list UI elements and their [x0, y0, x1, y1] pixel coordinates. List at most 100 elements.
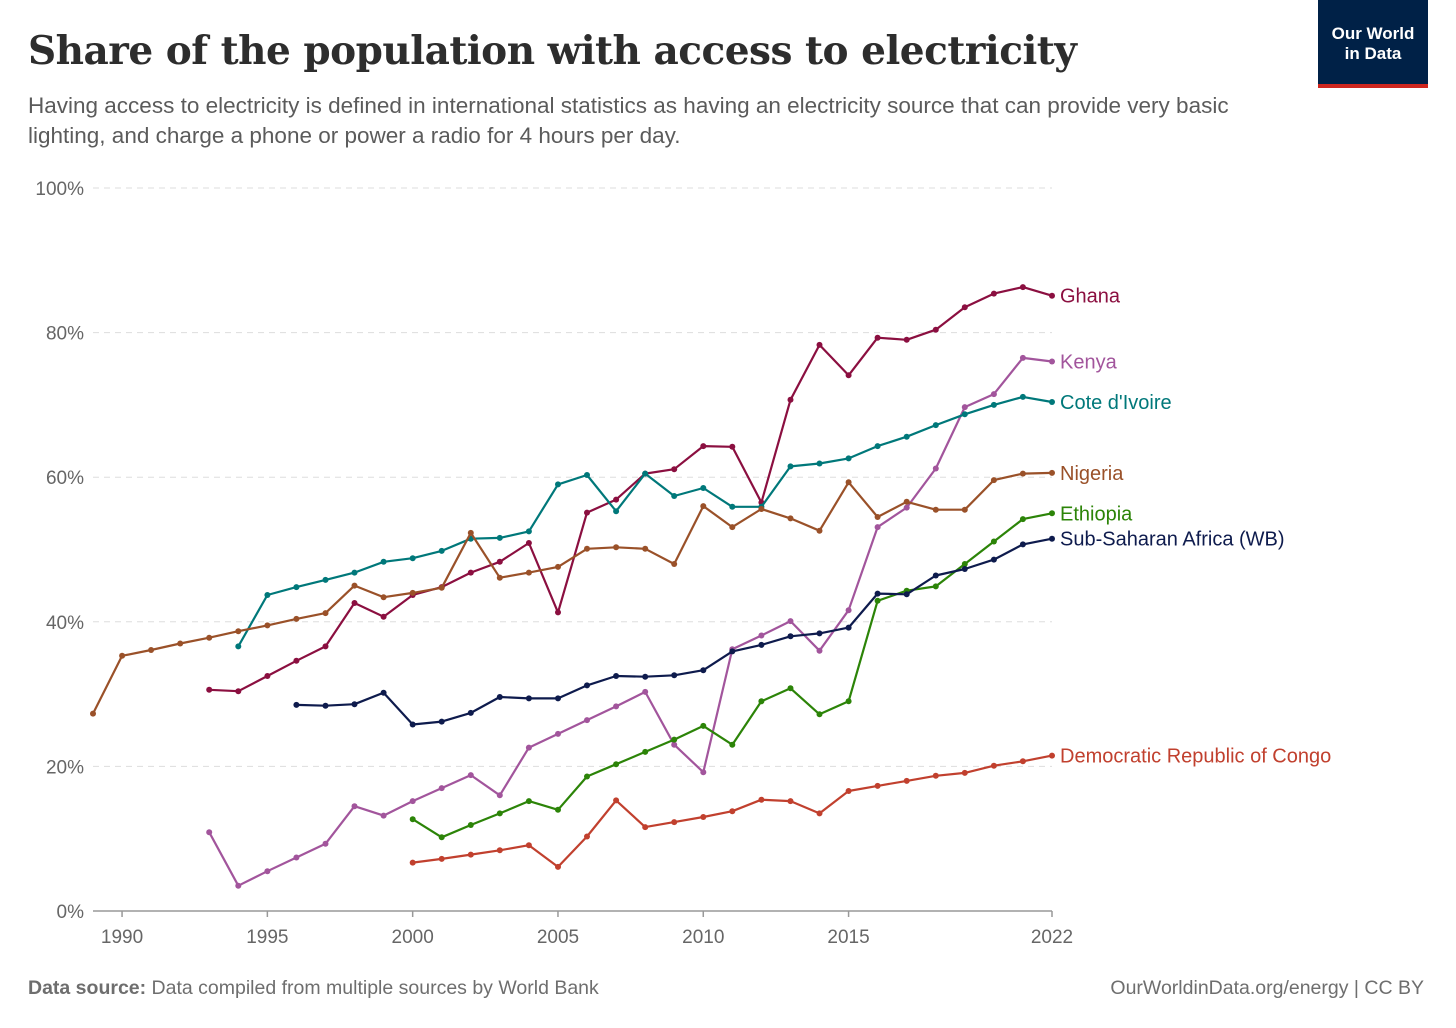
data-source-label: Data source:	[28, 977, 147, 999]
data-point	[961, 411, 968, 418]
series-line	[237, 395, 1053, 647]
data-point	[555, 481, 561, 488]
data-point	[671, 672, 678, 679]
data-point	[671, 466, 678, 473]
data-point	[496, 558, 503, 565]
series-cote-d-ivoire[interactable]	[235, 393, 1055, 650]
data-point	[264, 592, 271, 598]
data-point	[409, 859, 416, 866]
data-point	[438, 718, 445, 725]
data-point	[1019, 541, 1026, 548]
data-point	[206, 686, 213, 693]
data-point	[671, 741, 678, 748]
data-point	[525, 744, 532, 751]
data-point	[874, 514, 881, 520]
data-point	[845, 624, 852, 631]
data-point	[816, 711, 823, 718]
series-label: Democratic Republic of Congo	[1060, 746, 1331, 768]
data-point	[845, 788, 852, 794]
data-point	[1049, 510, 1055, 517]
series-kenya[interactable]	[206, 354, 1055, 889]
series-nigeria[interactable]	[90, 469, 1055, 717]
grid-layer: 0% 20% 40% 60% 80% 100%	[35, 179, 1052, 923]
data-point	[1049, 292, 1055, 299]
data-point	[874, 597, 881, 604]
data-point	[1019, 470, 1026, 477]
data-point	[642, 673, 649, 680]
data-point	[1019, 393, 1026, 400]
data-point	[758, 641, 765, 648]
data-point	[787, 633, 794, 640]
data-point	[845, 372, 852, 379]
data-point	[903, 336, 910, 343]
chart-subtitle: Having access to electricity is defined …	[28, 93, 1229, 148]
data-point	[787, 396, 794, 403]
data-point	[816, 341, 823, 348]
data-point	[700, 667, 707, 674]
data-point	[525, 842, 532, 849]
data-point	[293, 657, 300, 664]
data-point	[380, 812, 387, 819]
data-point	[235, 882, 242, 889]
data-point	[264, 622, 271, 629]
series-sub-saharan-africa-wb-[interactable]	[293, 535, 1055, 728]
data-point	[990, 538, 997, 545]
data-point	[1019, 758, 1026, 765]
data-point	[496, 694, 503, 700]
data-point	[438, 855, 445, 862]
series-ethiopia[interactable]	[409, 510, 1055, 841]
data-point	[961, 404, 968, 411]
series-label: Ethiopia	[1060, 503, 1133, 525]
data-point	[671, 493, 678, 499]
data-point	[816, 630, 823, 637]
data-point	[874, 782, 881, 789]
series-line	[92, 471, 1053, 715]
data-point	[700, 814, 707, 820]
series-democratic-republic-of-congo[interactable]	[409, 752, 1055, 870]
data-point	[584, 717, 590, 724]
data-point	[322, 840, 329, 847]
data-point	[961, 304, 968, 311]
data-point	[700, 722, 707, 729]
data-point	[496, 847, 503, 854]
data-point	[380, 594, 387, 601]
data-point	[613, 673, 620, 679]
data-point	[932, 583, 939, 590]
data-point	[613, 761, 620, 768]
data-point	[729, 648, 736, 655]
data-point	[874, 524, 881, 531]
x-tick-label: 2000	[392, 927, 434, 948]
series-label: Cote d'Ivoire	[1060, 392, 1172, 414]
data-point	[700, 503, 707, 510]
data-point	[758, 632, 765, 639]
data-point	[1049, 752, 1055, 759]
data-point	[729, 741, 736, 748]
owid-logo[interactable]: Our World in Data	[1318, 0, 1428, 88]
data-point	[816, 527, 823, 534]
data-point	[438, 834, 445, 841]
credit-link[interactable]: OurWorldinData.org/energy | CC BY	[1110, 977, 1424, 999]
series-layer	[90, 284, 1055, 889]
data-point	[729, 503, 736, 510]
data-point	[206, 634, 213, 641]
series-line	[209, 286, 1053, 693]
data-point	[1019, 516, 1026, 523]
data-point	[874, 334, 881, 341]
data-point	[816, 647, 823, 654]
data-point	[293, 615, 300, 622]
data-point	[119, 652, 126, 659]
y-tick-label: 0%	[57, 902, 85, 923]
data-point	[642, 824, 649, 831]
data-point	[671, 736, 678, 743]
data-point	[322, 576, 329, 583]
series-label: Sub-Saharan Africa (WB)	[1060, 529, 1285, 551]
data-point	[700, 443, 707, 450]
series-ghana[interactable]	[206, 284, 1055, 695]
data-point	[351, 701, 358, 708]
data-point	[235, 643, 242, 650]
data-point	[642, 545, 649, 552]
data-point	[322, 610, 329, 617]
series-label: Kenya	[1060, 352, 1118, 374]
series-line	[208, 356, 1053, 887]
data-point	[1019, 284, 1026, 291]
